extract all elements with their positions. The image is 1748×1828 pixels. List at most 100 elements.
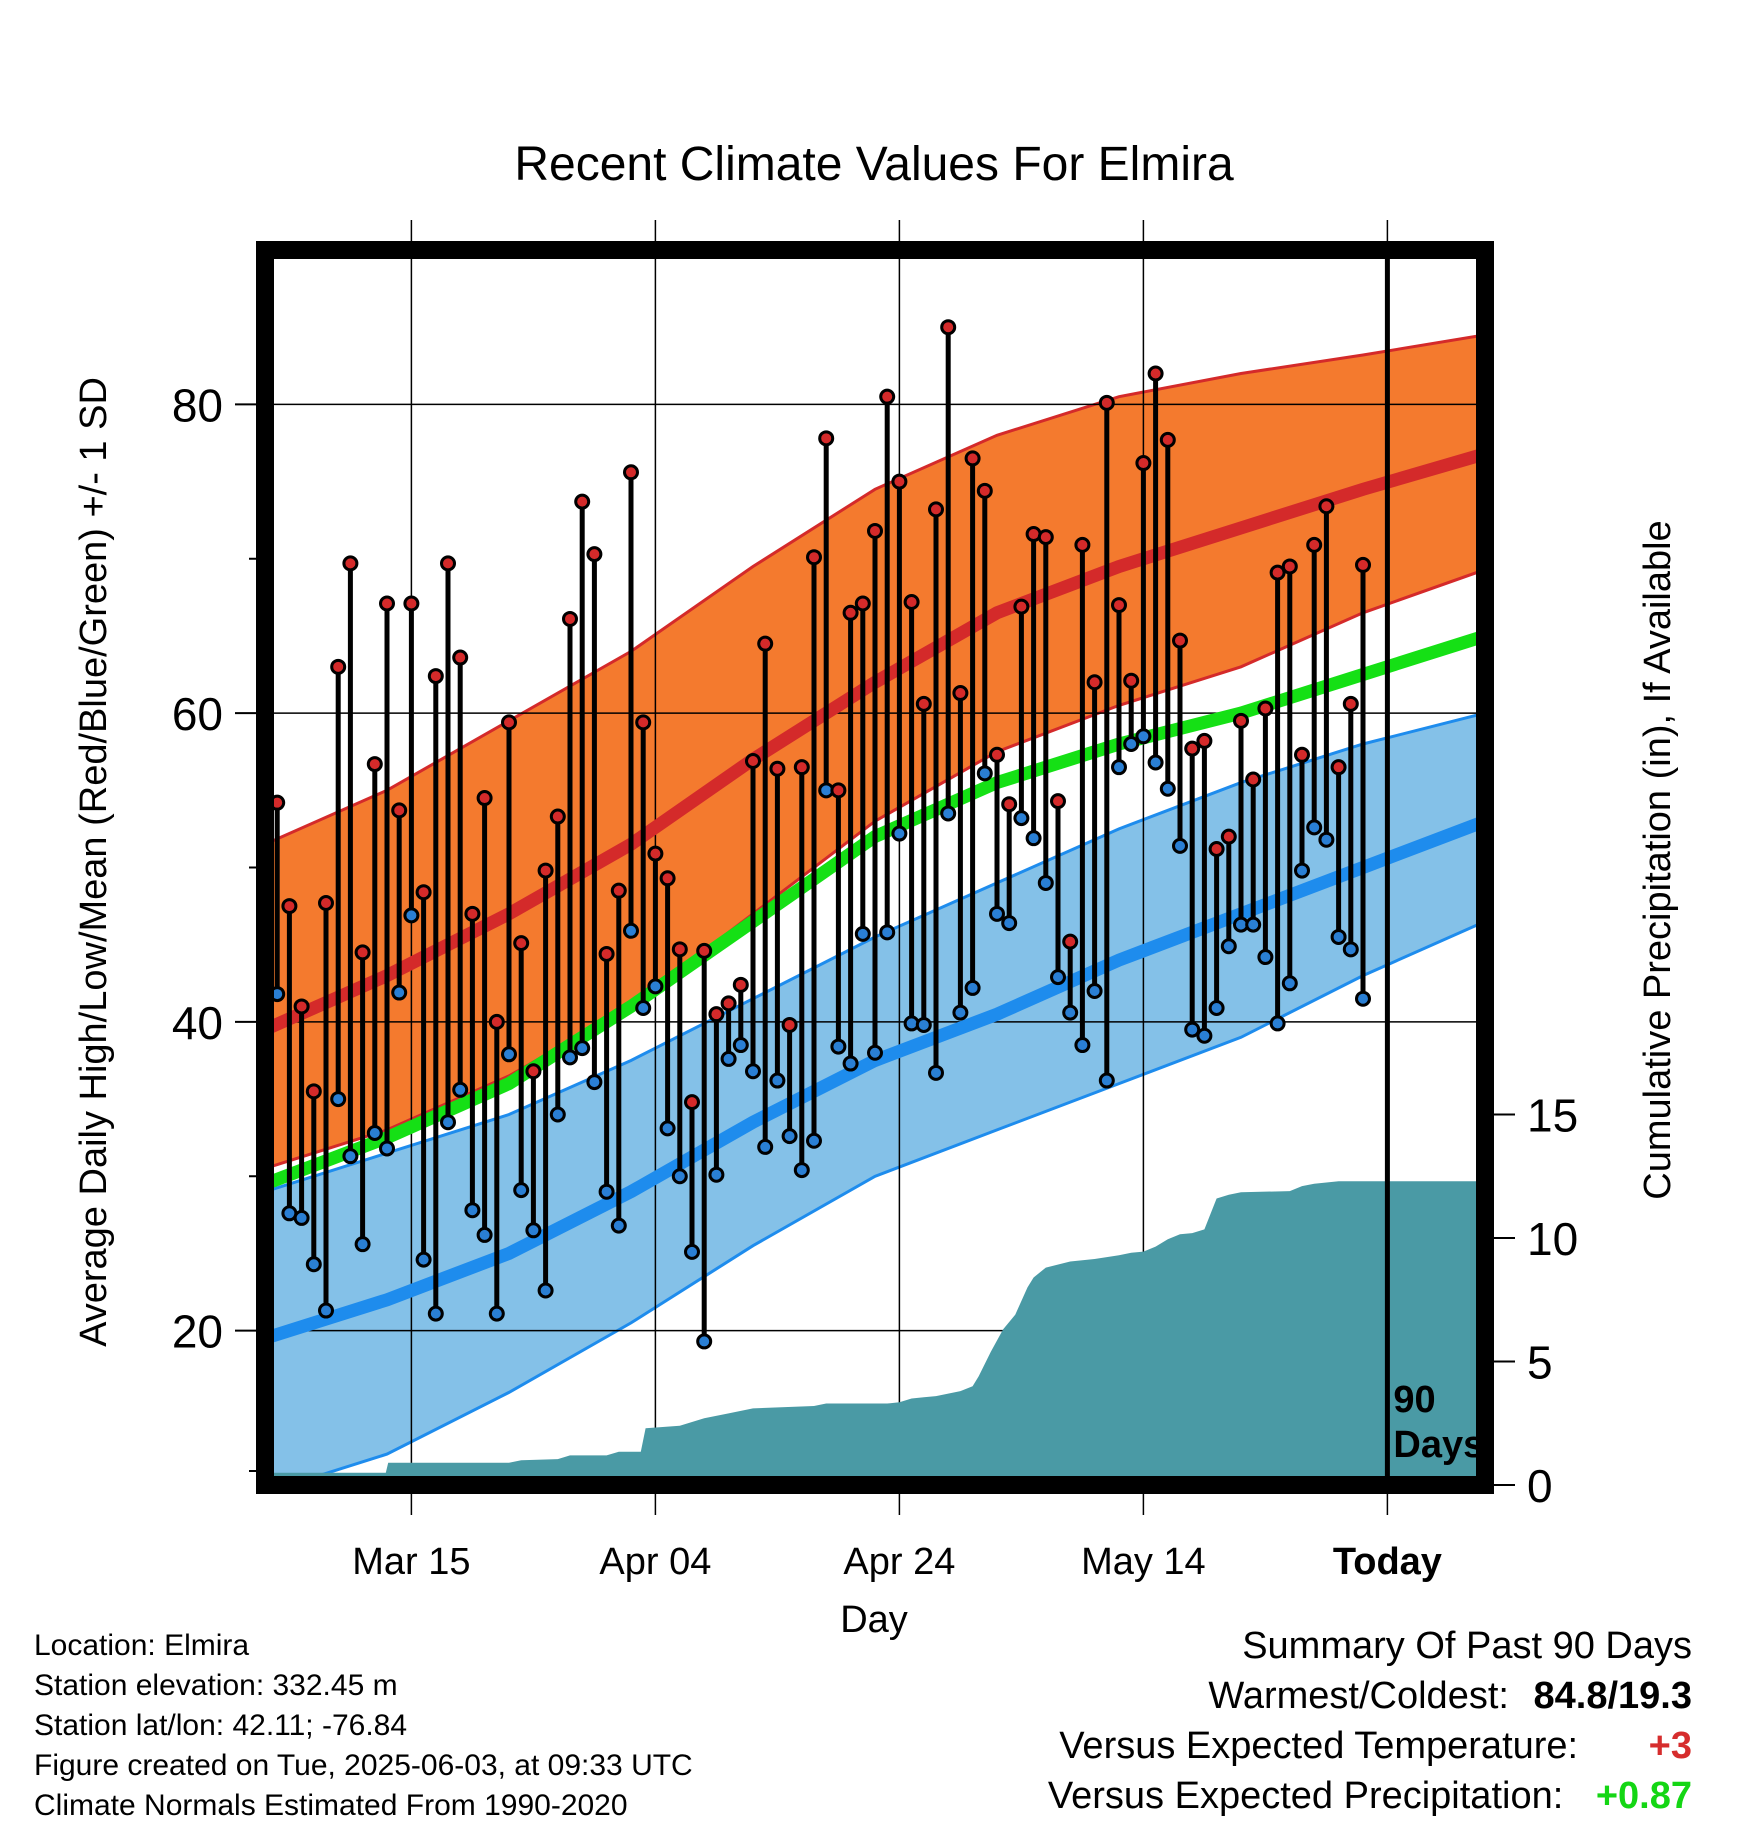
high-point <box>915 695 932 712</box>
low-point <box>781 1128 798 1145</box>
low-point <box>793 1162 810 1179</box>
high-point <box>537 862 554 879</box>
high-point <box>549 808 566 825</box>
low-point <box>1269 1015 1286 1032</box>
high-point <box>281 898 298 915</box>
low-point <box>1318 831 1335 848</box>
high-point <box>1269 564 1286 581</box>
high-point <box>403 595 420 612</box>
low-point <box>1355 990 1371 1007</box>
high-point <box>647 845 664 862</box>
low-point <box>976 765 993 782</box>
low-point <box>1172 837 1188 854</box>
low-point <box>1281 975 1298 992</box>
low-point <box>989 905 1005 922</box>
high-point <box>452 649 469 666</box>
x-axis-label: Day <box>840 1599 908 1641</box>
low-point <box>708 1166 725 1183</box>
high-point <box>1220 828 1237 845</box>
low-point <box>1342 941 1359 958</box>
low-point <box>403 907 420 924</box>
precip-area-group <box>265 1181 1485 1485</box>
low-point <box>952 1004 969 1021</box>
low-point <box>915 1016 932 1033</box>
warmest-label: Warmest/Coldest: <box>1208 1675 1509 1717</box>
low-point <box>525 1222 542 1239</box>
low-point <box>842 1055 859 1072</box>
low-point <box>488 1305 505 1322</box>
daily-observations <box>269 319 1371 1350</box>
low-point <box>745 1063 761 1080</box>
high-point <box>623 464 639 481</box>
precip-value: +0.87 <box>1595 1775 1692 1817</box>
low-point <box>1001 915 1018 932</box>
high-point <box>793 759 810 776</box>
today-days-label: Days <box>1393 1424 1484 1466</box>
low-point <box>940 805 957 822</box>
chart-title: Recent Climate Values For Elmira <box>514 138 1234 191</box>
elevation-text: Station elevation: 332.45 m <box>34 1669 398 1702</box>
low-point <box>1123 736 1140 752</box>
high-point <box>940 319 957 336</box>
high-point <box>964 450 981 467</box>
low-point <box>1062 1004 1079 1021</box>
left-tick-label: 80 <box>172 379 223 431</box>
low-point <box>720 1050 737 1067</box>
high-point <box>1050 793 1066 810</box>
high-point <box>305 1083 322 1100</box>
right-axis-label: Cumulative Precipitation (in), If Availa… <box>1637 520 1679 1199</box>
low-point <box>879 924 896 941</box>
low-point <box>696 1333 713 1350</box>
warmest-value: 84.8/19.3 <box>1533 1675 1692 1717</box>
high-point <box>1123 672 1140 689</box>
low-point <box>501 1046 517 1063</box>
right-tick-label: 10 <box>1527 1213 1578 1265</box>
low-point <box>513 1182 530 1199</box>
high-point <box>732 976 749 993</box>
low-point <box>964 979 981 996</box>
left-tick-label: 20 <box>172 1306 223 1358</box>
high-point <box>708 1006 725 1023</box>
left-tick-label: 40 <box>172 997 223 1049</box>
low-point <box>366 1125 383 1142</box>
low-point <box>659 1120 676 1137</box>
low-point <box>1208 999 1225 1016</box>
low-point <box>1086 983 1103 999</box>
high-point <box>635 714 652 731</box>
low-point <box>586 1074 603 1091</box>
high-point <box>379 595 395 612</box>
x-tick-label: Today <box>1333 1541 1442 1583</box>
low-point <box>1013 810 1030 827</box>
high-point <box>1159 431 1176 448</box>
right-tick-label: 15 <box>1527 1090 1578 1142</box>
low-point <box>1135 728 1152 745</box>
high-point <box>842 604 859 621</box>
low-point <box>1147 754 1164 771</box>
high-point <box>903 593 920 610</box>
summary-title: Summary Of Past 90 Days <box>1242 1625 1692 1667</box>
high-point <box>427 668 444 685</box>
high-point <box>830 782 847 799</box>
low-point <box>598 1183 615 1200</box>
high-point <box>1208 840 1225 857</box>
high-point <box>391 802 408 819</box>
low-point <box>928 1064 944 1081</box>
low-point <box>476 1226 493 1243</box>
low-point <box>1184 1021 1201 1038</box>
low-point <box>1074 1037 1091 1054</box>
high-point <box>1281 558 1298 575</box>
high-point <box>501 714 517 731</box>
low-point <box>1098 1072 1115 1089</box>
low-point <box>806 1132 822 1149</box>
high-point <box>330 658 347 675</box>
high-point <box>806 549 822 566</box>
low-point <box>1220 938 1237 955</box>
high-point <box>1245 771 1262 788</box>
high-point <box>1037 529 1054 546</box>
low-point <box>671 1168 688 1185</box>
low-point <box>342 1148 359 1165</box>
high-point <box>1306 536 1323 553</box>
low-point <box>537 1282 554 1299</box>
location-text: Location: Elmira <box>34 1629 250 1662</box>
low-point <box>574 1040 591 1057</box>
